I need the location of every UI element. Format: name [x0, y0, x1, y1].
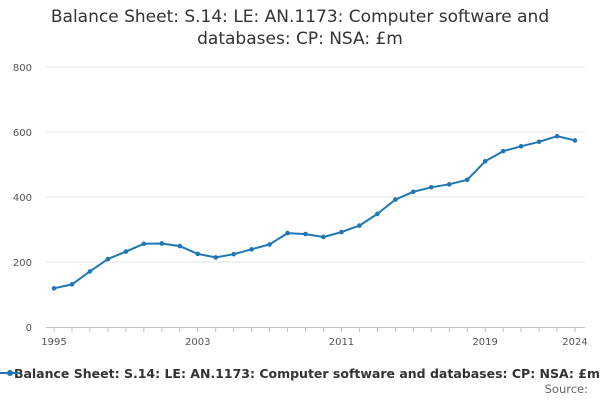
x-tick-label: 2003	[185, 337, 210, 348]
data-point[interactable]	[518, 144, 524, 149]
legend-line-marker-icon	[0, 367, 20, 379]
data-point[interactable]	[500, 148, 506, 154]
y-axis-tick-labels: 0 200 400 600 800	[13, 63, 32, 334]
data-point[interactable]	[213, 255, 218, 260]
data-point[interactable]	[267, 242, 272, 247]
x-tick-label: 2019	[472, 337, 497, 348]
data-point[interactable]	[69, 282, 75, 287]
data-point[interactable]	[321, 234, 326, 240]
data-point[interactable]	[87, 269, 93, 274]
chart-title-line-2: databases: CP: NSA: £m	[197, 29, 403, 49]
data-point[interactable]	[177, 243, 183, 249]
data-series	[51, 133, 578, 291]
data-point[interactable]	[572, 138, 578, 143]
chart-title-line-1: Balance Sheet: S.14: LE: AN.1173: Comput…	[50, 7, 550, 27]
data-point[interactable]	[554, 133, 560, 139]
grid-lines	[46, 66, 585, 263]
series-line	[53, 135, 576, 290]
y-tick-label: 0	[26, 323, 32, 334]
data-point[interactable]	[159, 241, 165, 246]
data-point[interactable]	[393, 197, 398, 202]
x-axis	[46, 327, 585, 332]
x-tick-label: 1995	[41, 337, 66, 348]
data-point[interactable]	[339, 229, 344, 235]
data-point[interactable]	[105, 256, 111, 262]
data-point[interactable]	[536, 139, 542, 145]
data-point[interactable]	[195, 251, 201, 257]
legend[interactable]: Balance Sheet: S.14: LE: AN.1173: Comput…	[0, 364, 600, 382]
data-point[interactable]	[446, 182, 452, 187]
data-point[interactable]	[285, 230, 290, 236]
data-point[interactable]	[375, 211, 380, 217]
x-tick-label: 2011	[329, 337, 354, 348]
legend-label: Balance Sheet: S.14: LE: AN.1173: Comput…	[13, 365, 600, 381]
data-point[interactable]	[357, 223, 362, 228]
source-label: Source:	[544, 382, 588, 396]
data-point[interactable]	[249, 247, 254, 252]
y-tick-label: 400	[13, 193, 32, 204]
data-point[interactable]	[428, 184, 434, 190]
y-tick-label: 600	[13, 128, 32, 139]
data-point[interactable]	[231, 251, 236, 257]
data-point[interactable]	[123, 249, 129, 254]
y-tick-label: 200	[13, 258, 32, 269]
data-point[interactable]	[51, 286, 57, 291]
data-point[interactable]	[141, 241, 147, 247]
data-point[interactable]	[411, 189, 416, 195]
chart-title: Balance Sheet: S.14: LE: AN.1173: Comput…	[0, 6, 600, 50]
data-point[interactable]	[464, 177, 470, 183]
data-point[interactable]	[482, 158, 488, 164]
x-tick-label: 2024	[562, 337, 587, 348]
data-point[interactable]	[303, 231, 308, 237]
y-tick-label: 800	[13, 63, 32, 74]
x-axis-tick-labels: 1995 2003 2011 2019 2024	[41, 337, 587, 348]
